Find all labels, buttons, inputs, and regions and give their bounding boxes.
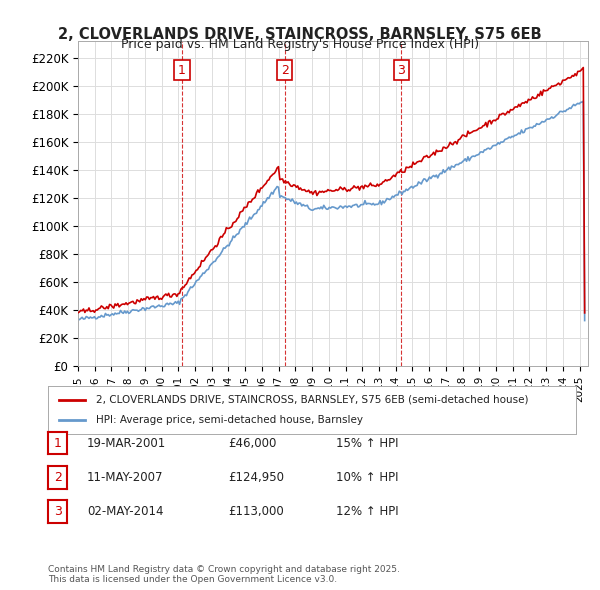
Text: £46,000: £46,000: [228, 437, 277, 450]
Text: 15% ↑ HPI: 15% ↑ HPI: [336, 437, 398, 450]
Text: 2: 2: [281, 64, 289, 77]
Text: 2, CLOVERLANDS DRIVE, STAINCROSS, BARNSLEY, S75 6EB: 2, CLOVERLANDS DRIVE, STAINCROSS, BARNSL…: [58, 27, 542, 41]
Text: Contains HM Land Registry data © Crown copyright and database right 2025.
This d: Contains HM Land Registry data © Crown c…: [48, 565, 400, 584]
Text: 2: 2: [53, 471, 62, 484]
Text: 19-MAR-2001: 19-MAR-2001: [87, 437, 166, 450]
Text: £113,000: £113,000: [228, 505, 284, 518]
Text: Price paid vs. HM Land Registry's House Price Index (HPI): Price paid vs. HM Land Registry's House …: [121, 38, 479, 51]
Text: 11-MAY-2007: 11-MAY-2007: [87, 471, 163, 484]
Text: 2, CLOVERLANDS DRIVE, STAINCROSS, BARNSLEY, S75 6EB (semi-detached house): 2, CLOVERLANDS DRIVE, STAINCROSS, BARNSL…: [95, 395, 528, 405]
Text: 12% ↑ HPI: 12% ↑ HPI: [336, 505, 398, 518]
Text: 3: 3: [397, 64, 405, 77]
Text: 10% ↑ HPI: 10% ↑ HPI: [336, 471, 398, 484]
Text: 02-MAY-2014: 02-MAY-2014: [87, 505, 163, 518]
Text: £124,950: £124,950: [228, 471, 284, 484]
Text: 3: 3: [53, 505, 62, 518]
Text: 1: 1: [53, 437, 62, 450]
Text: HPI: Average price, semi-detached house, Barnsley: HPI: Average price, semi-detached house,…: [95, 415, 362, 425]
Text: 1: 1: [178, 64, 186, 77]
